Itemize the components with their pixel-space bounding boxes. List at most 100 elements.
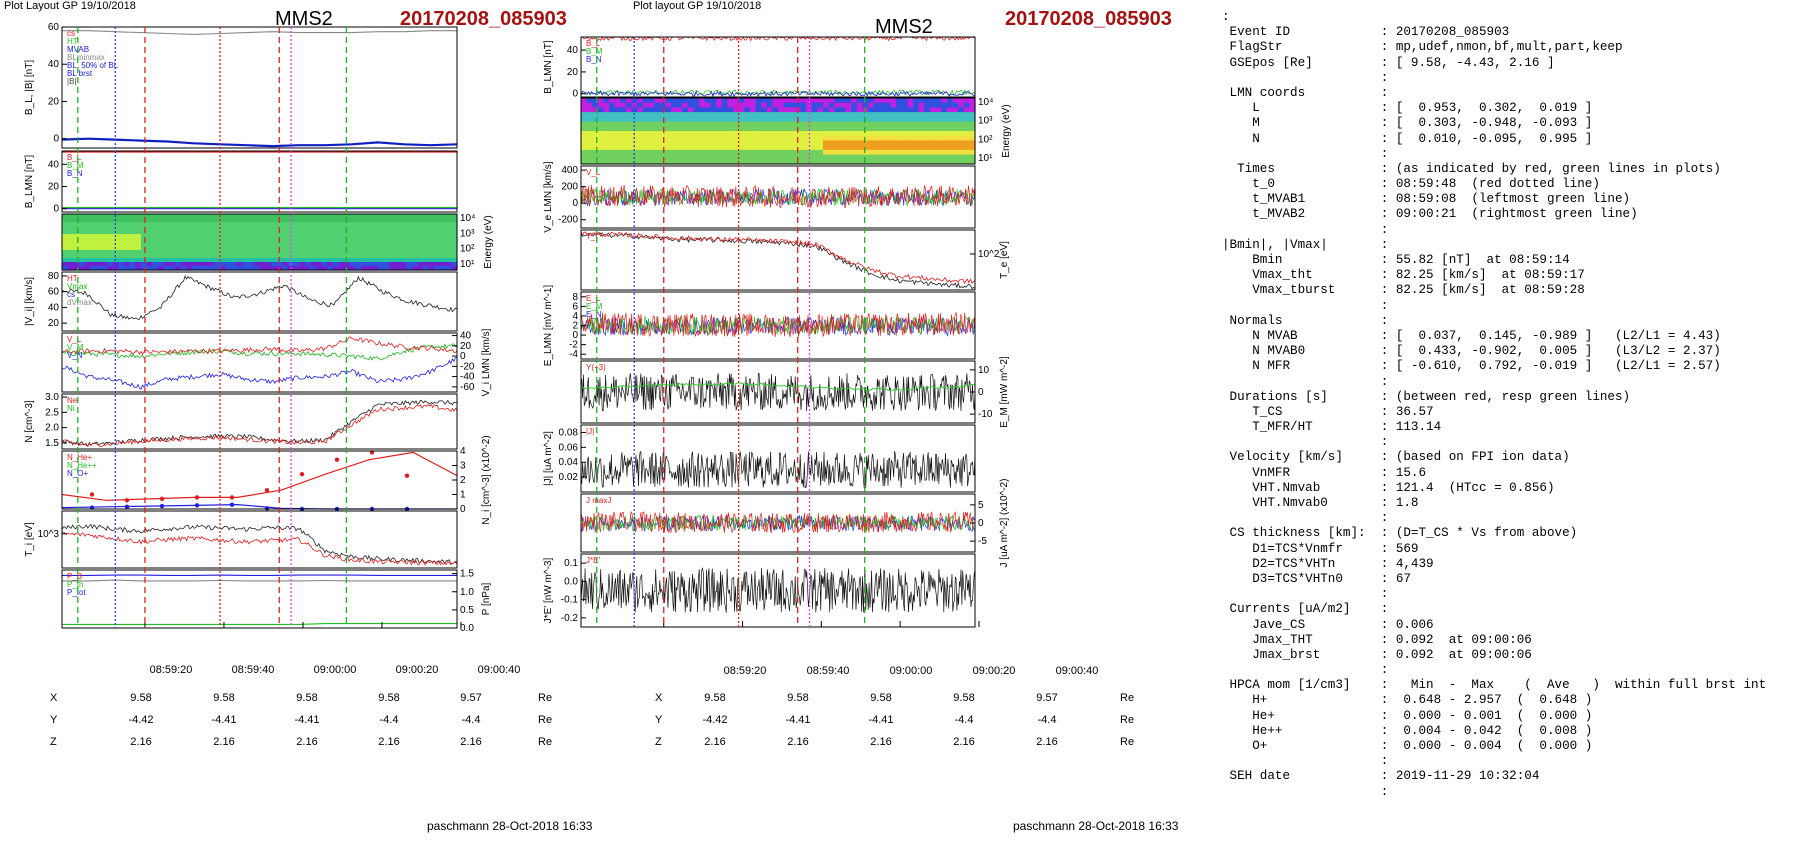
- left-coord-x: 9.58: [378, 692, 400, 704]
- spectrogram-cell: [95, 230, 103, 235]
- spectrogram-cell: [744, 116, 751, 123]
- spectrogram-cell: [963, 126, 970, 132]
- spectrogram-cell: [693, 107, 700, 113]
- spectrogram-cell: [214, 234, 221, 239]
- spectrogram-cell: [834, 140, 841, 146]
- spectrogram-cell: [225, 222, 232, 227]
- spectrogram-cell: [169, 218, 176, 223]
- spectrogram-cell: [180, 250, 187, 255]
- spectrogram-cell: [434, 242, 441, 247]
- spectrogram-cell: [152, 262, 159, 267]
- spectrogram-cell: [755, 145, 762, 151]
- spectrogram-cell: [180, 230, 187, 235]
- spectrogram-cell: [924, 107, 931, 113]
- spectrogram-cell: [823, 159, 830, 165]
- spectrogram-cell: [236, 250, 244, 255]
- spectrogram-cell: [828, 149, 835, 156]
- spectrogram-cell: [654, 107, 661, 113]
- spectrogram-cell: [946, 135, 954, 141]
- spectrogram-cell: [839, 98, 847, 104]
- left-footer: paschmann 28-Oct-2018 16:33: [427, 819, 593, 833]
- spectrogram-cell: [118, 238, 125, 243]
- spectrogram-cell: [772, 135, 779, 141]
- spectrogram-cell: [349, 246, 356, 251]
- spectrogram-cell: [671, 107, 678, 113]
- spectrogram-cell: [423, 222, 430, 227]
- spectrogram-cell: [654, 149, 661, 156]
- spectrogram-cell: [626, 107, 633, 113]
- spectrogram-cell: [749, 154, 757, 160]
- y-tick-label: 10³: [460, 228, 475, 239]
- spectrogram-cell: [129, 258, 136, 263]
- spectrogram-cell: [355, 258, 362, 263]
- spectrogram-cell: [879, 159, 886, 165]
- spectrogram-cell: [344, 246, 351, 251]
- spectrogram-cell: [789, 112, 796, 118]
- spectrogram-cell: [169, 234, 176, 239]
- spectrogram-cell: [873, 116, 880, 123]
- y-tick-label: 3: [460, 461, 466, 472]
- spectrogram-cell: [344, 254, 351, 259]
- spectrogram-cell: [265, 238, 272, 243]
- spectrogram-cell: [935, 98, 942, 104]
- spectrogram-cell: [220, 218, 227, 223]
- spectrogram-cell: [766, 149, 773, 156]
- mid-coord-x: 9.58: [870, 692, 892, 704]
- spectrogram-cell: [884, 107, 892, 113]
- spectrogram-cell: [253, 258, 261, 263]
- spectrogram-cell: [310, 234, 317, 239]
- y-tick-label: 4: [572, 311, 578, 322]
- panel-frame: [61, 332, 458, 393]
- spectrogram-cell: [766, 98, 773, 104]
- spectrogram-cell: [716, 107, 723, 113]
- spectrogram-cell: [107, 214, 114, 219]
- y-tick-label: -5: [978, 536, 987, 547]
- info-line: :: [1222, 70, 1389, 85]
- spectrogram-cell: [744, 112, 751, 118]
- spectrogram-cell: [378, 254, 385, 259]
- spectrogram-cell: [220, 238, 227, 243]
- spectrogram-cell: [434, 218, 441, 223]
- y-tick-label: 0: [978, 518, 984, 529]
- spectrogram-cell: [659, 107, 666, 113]
- y-tick-label: 0: [572, 330, 578, 341]
- spectrogram-cell: [744, 102, 751, 108]
- spectrogram-cell: [236, 242, 244, 247]
- spectrogram-cell: [231, 238, 238, 243]
- spectrogram-cell: [704, 121, 711, 127]
- spectrogram-cell: [169, 238, 176, 243]
- spectrogram-cell: [383, 250, 390, 255]
- spectrogram-cell: [755, 98, 762, 104]
- spectrogram-cell: [62, 250, 69, 255]
- spectrogram-cell: [423, 250, 430, 255]
- spectrogram-cell: [969, 154, 976, 160]
- spectrogram-cell: [225, 254, 232, 259]
- spectrogram-cell: [355, 246, 362, 251]
- spectrogram-cell: [789, 102, 796, 108]
- spectrogram-cell: [794, 102, 802, 108]
- spectrogram-cell: [73, 258, 80, 263]
- spectrogram-cell: [372, 254, 379, 259]
- series-line: [62, 30, 457, 35]
- spectrogram-cell: [665, 116, 672, 123]
- spectrogram-cell: [710, 126, 717, 132]
- spectrogram-cell: [118, 234, 125, 239]
- data-point: [89, 492, 95, 497]
- spectrogram-cell: [682, 135, 689, 141]
- spectrogram-cell: [614, 149, 621, 156]
- spectrogram-cell: [727, 135, 734, 141]
- spectrogram-cell: [90, 246, 97, 251]
- spectrogram-cell: [907, 112, 914, 118]
- spectrogram-cell: [913, 140, 920, 146]
- y-tick-label: 20: [48, 96, 60, 107]
- spectrogram-cell: [118, 242, 125, 247]
- spectrogram-cell: [755, 135, 762, 141]
- spectrogram-cell: [451, 250, 458, 255]
- spectrogram-cell: [434, 258, 441, 263]
- spectrogram-cell: [124, 254, 131, 259]
- spectrogram-cell: [73, 234, 80, 239]
- panel-frame: [61, 569, 458, 629]
- spectrogram-cell: [941, 112, 948, 118]
- spectrogram-cell: [913, 102, 920, 108]
- panel-bg: [62, 151, 457, 212]
